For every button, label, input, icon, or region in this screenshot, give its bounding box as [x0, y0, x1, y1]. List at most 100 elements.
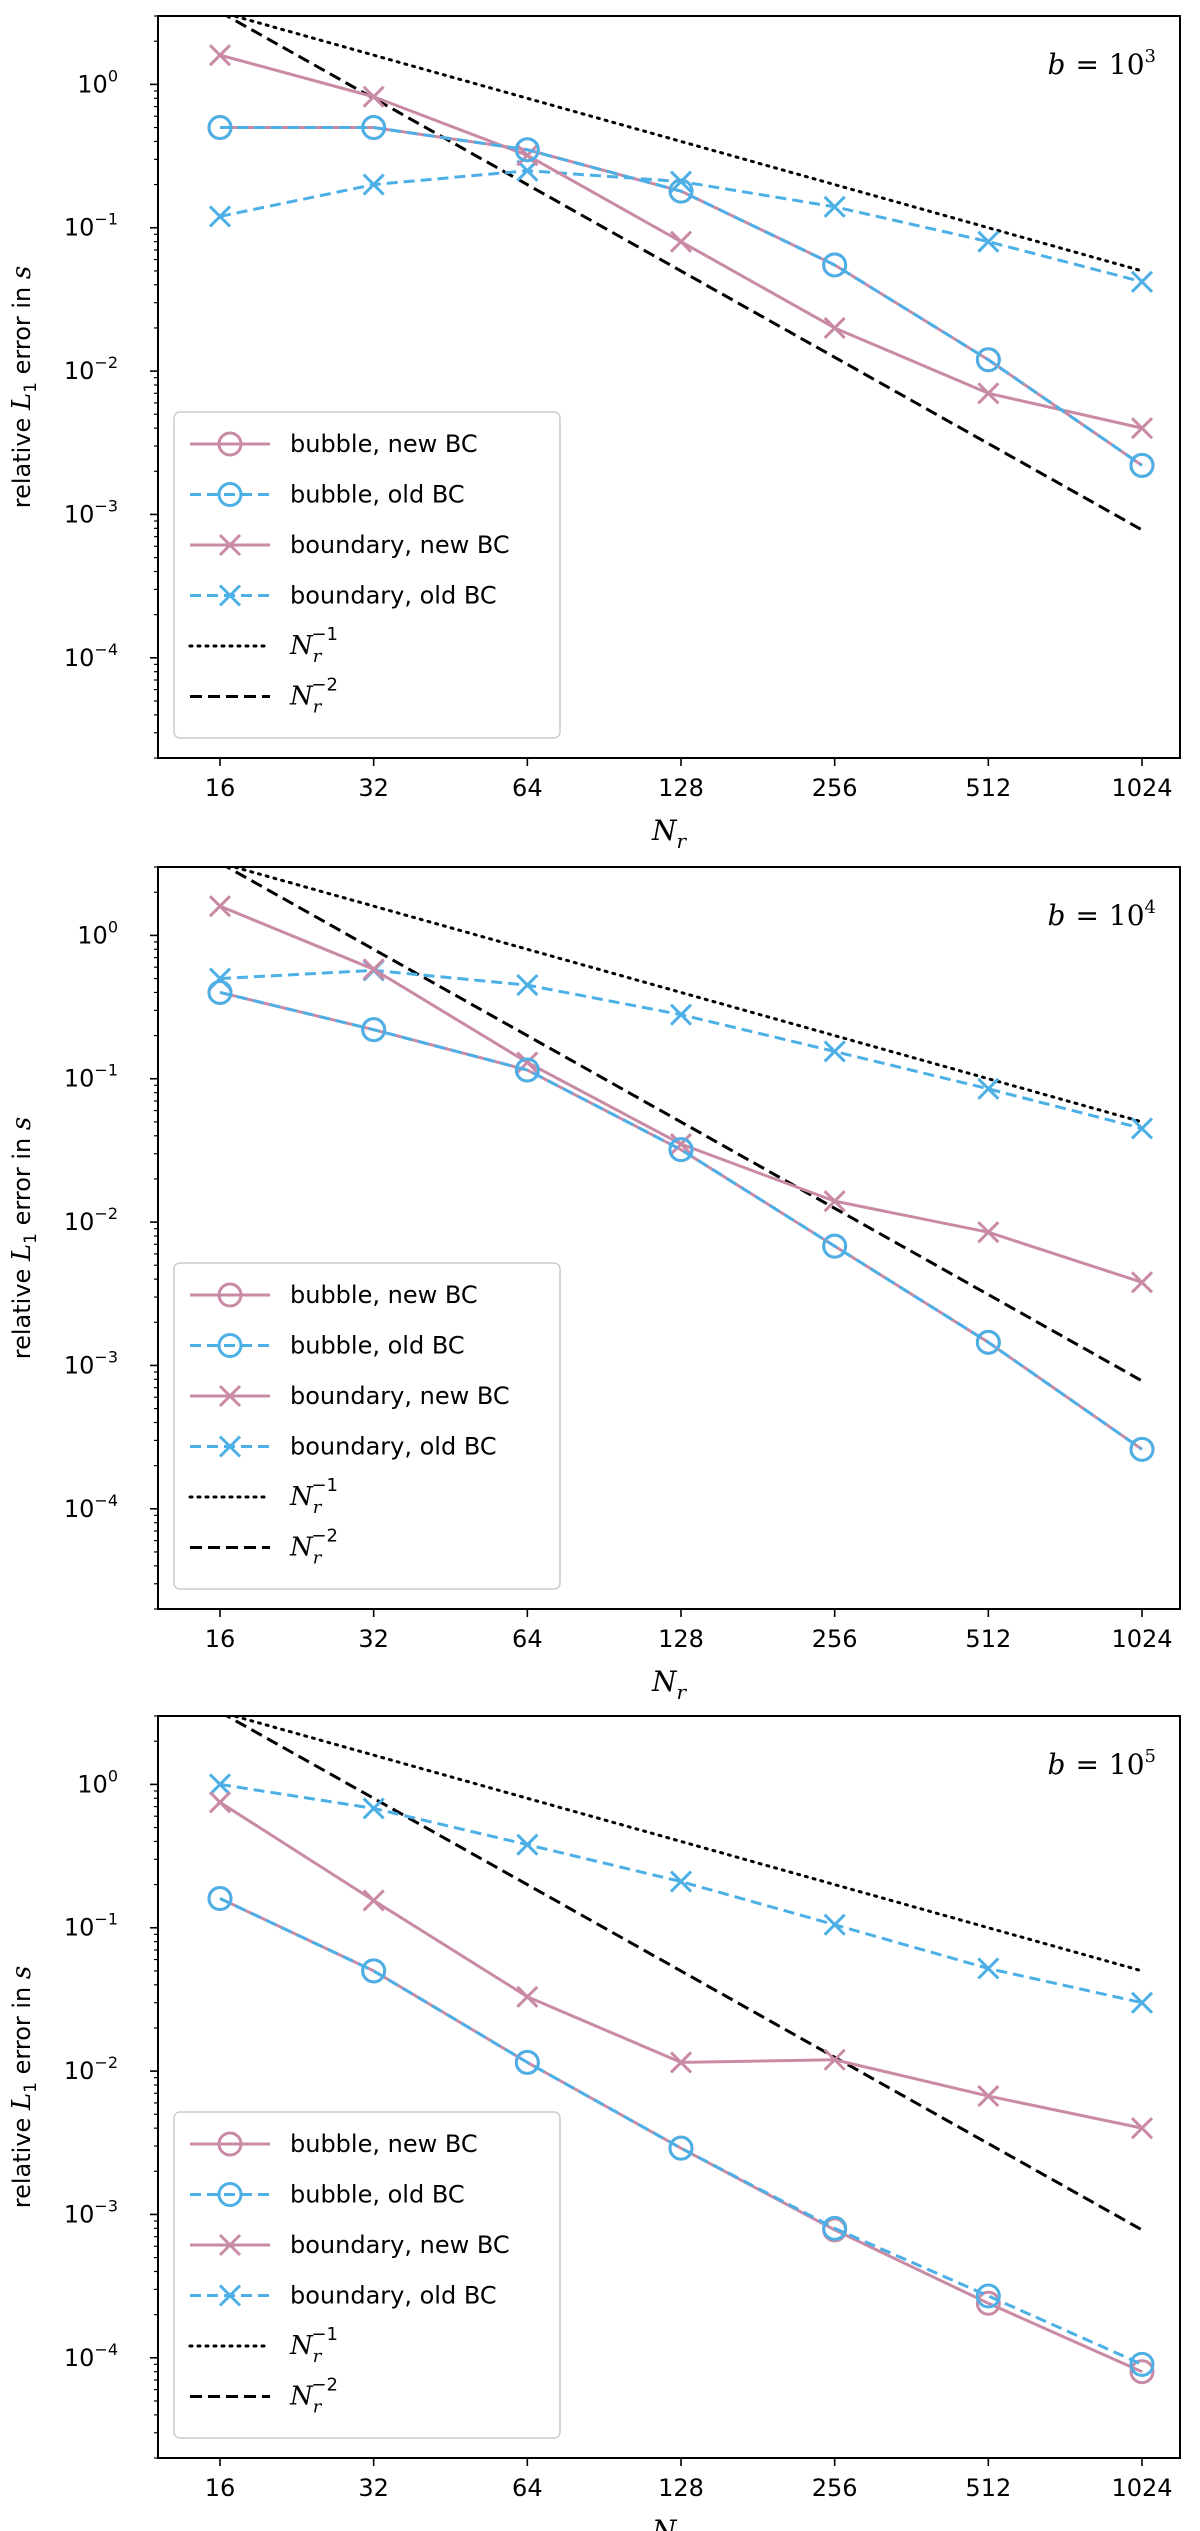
y-tick-base: 10 [77, 70, 108, 98]
data-point [1130, 2117, 1154, 2140]
data-point [362, 1889, 385, 1912]
legend-entry: Nr−1 [188, 624, 338, 667]
y-axis-label-var: s [7, 1966, 37, 1979]
data-point [208, 1791, 232, 1814]
data-point [822, 252, 848, 278]
panel-label-eq: = [1075, 1748, 1098, 1781]
data-point [1129, 2359, 1155, 2385]
axes-frame [157, 866, 1181, 1610]
y-axis-label-sub: 1 [21, 1233, 41, 1244]
plot-area [207, 867, 1155, 1462]
legend-frame [173, 2111, 561, 2439]
legend: bubble, new BC bubble, old BC boundary, ne… [173, 411, 561, 739]
y-tick-label: 100 [77, 66, 118, 98]
data-point [669, 230, 693, 253]
legend-swatch-marker [218, 584, 242, 607]
y-tick-exp: 0 [108, 66, 118, 85]
x-tick-label-text: 64 [512, 1625, 543, 1653]
legend-entry: boundary, old BC [190, 582, 497, 610]
data-point [208, 895, 232, 918]
y-axis-label: relative L1 error in s [7, 1966, 41, 2208]
y-tick-label: 10−1 [64, 1910, 118, 1942]
legend-label-main: N [289, 1533, 314, 1563]
ref-line-ref2 [224, 16, 1143, 532]
x-tick-label: 512 [965, 1625, 1011, 1653]
series-boundary-new [208, 895, 1154, 1294]
x-tick-label-text: 512 [965, 774, 1011, 802]
legend-label-text: boundary, old BC [290, 2282, 497, 2310]
ref-line-ref1 [228, 867, 1144, 1124]
series-line [219, 1897, 1143, 2374]
y-tick-label: 10−2 [64, 1204, 118, 1236]
legend-frame [173, 411, 561, 739]
x-tick-label-text: 64 [512, 774, 543, 802]
data-point [823, 195, 846, 218]
legend-label: bubble, old BC [290, 1332, 465, 1360]
x-tick-label: 16 [205, 1625, 236, 1653]
y-tick-exp: −4 [94, 2340, 118, 2359]
x-tick-label-text: 256 [812, 2474, 858, 2502]
y-tick-base: 10 [64, 1065, 95, 1093]
x-tick-label-text: 128 [658, 1625, 704, 1653]
panel-label: b = 105 [1048, 1746, 1157, 1781]
legend-entry: bubble, old BC [190, 481, 465, 509]
y-tick-label: 10−4 [64, 640, 118, 672]
panel-label-exp: 3 [1145, 46, 1156, 67]
data-point [362, 173, 385, 196]
data-point [1130, 1271, 1154, 1294]
data-point [362, 1797, 385, 1820]
x-tick-label: 128 [658, 1625, 704, 1653]
y-tick-exp: −2 [94, 353, 118, 372]
panel-label-eq: = [1075, 48, 1098, 81]
y-axis-label-post: error in [8, 1979, 36, 2082]
legend-entry: bubble, old BC [190, 1332, 465, 1360]
legend-label-exp: −2 [311, 1526, 338, 1547]
x-tick-label-text: 32 [358, 2474, 389, 2502]
series-bubble-old [207, 115, 1155, 478]
ref-line-ref2 [224, 867, 1143, 1383]
y-axis-label-sub: 1 [21, 382, 41, 393]
data-point [668, 1137, 694, 1163]
data-point [975, 347, 1001, 373]
x-tick-label: 32 [358, 1625, 389, 1653]
legend-swatch-marker [218, 1435, 242, 1458]
legend-label-sub: r [313, 2397, 323, 2418]
legend-label-main: N [289, 2331, 314, 2361]
legend-entry: Nr−1 [188, 1475, 338, 1518]
x-tick-label: 512 [965, 2474, 1011, 2502]
data-point [514, 137, 540, 163]
legend-entry: boundary, new BC [190, 1382, 510, 1410]
y-tick-base: 10 [77, 1770, 108, 1798]
data-point [669, 2051, 693, 2074]
data-point [362, 85, 385, 108]
y-tick-label: 10−4 [64, 2340, 118, 2372]
legend-swatch-marker [217, 2131, 243, 2157]
legend-label-main: N [289, 1482, 314, 1512]
x-tick-label-text: 16 [205, 2474, 236, 2502]
legend-entry: bubble, new BC [190, 2130, 478, 2158]
y-tick-exp: −1 [94, 1910, 118, 1929]
legend-label-text: bubble, old BC [290, 481, 465, 509]
y-tick-base: 10 [64, 2344, 95, 2372]
y-axis-label-main: L [7, 2093, 37, 2111]
data-point [823, 1040, 846, 1063]
x-tick-label: 64 [512, 1625, 543, 1653]
y-axis-label: relative L1 error in s [7, 266, 41, 508]
x-axis-label-main: N [651, 2514, 678, 2531]
y-axis-label-main: L [7, 393, 37, 411]
legend-label-text: bubble, old BC [290, 2181, 465, 2209]
legend-label-text: boundary, old BC [290, 1433, 497, 1461]
legend-label-sub: r [313, 2346, 323, 2367]
y-tick-label: 10−3 [64, 1347, 118, 1379]
panel-label-exp: 4 [1145, 897, 1156, 918]
data-point [1130, 1991, 1154, 2014]
y-tick-label: 10−3 [64, 496, 118, 528]
legend-label-main: N [289, 2382, 314, 2412]
data-point [823, 1913, 846, 1936]
data-point [361, 1958, 387, 1984]
legend-frame [173, 1262, 561, 1590]
y-tick-label: 10−3 [64, 2196, 118, 2228]
legend-label-exp: −1 [311, 624, 338, 645]
legend-label-text: boundary, old BC [290, 582, 497, 610]
